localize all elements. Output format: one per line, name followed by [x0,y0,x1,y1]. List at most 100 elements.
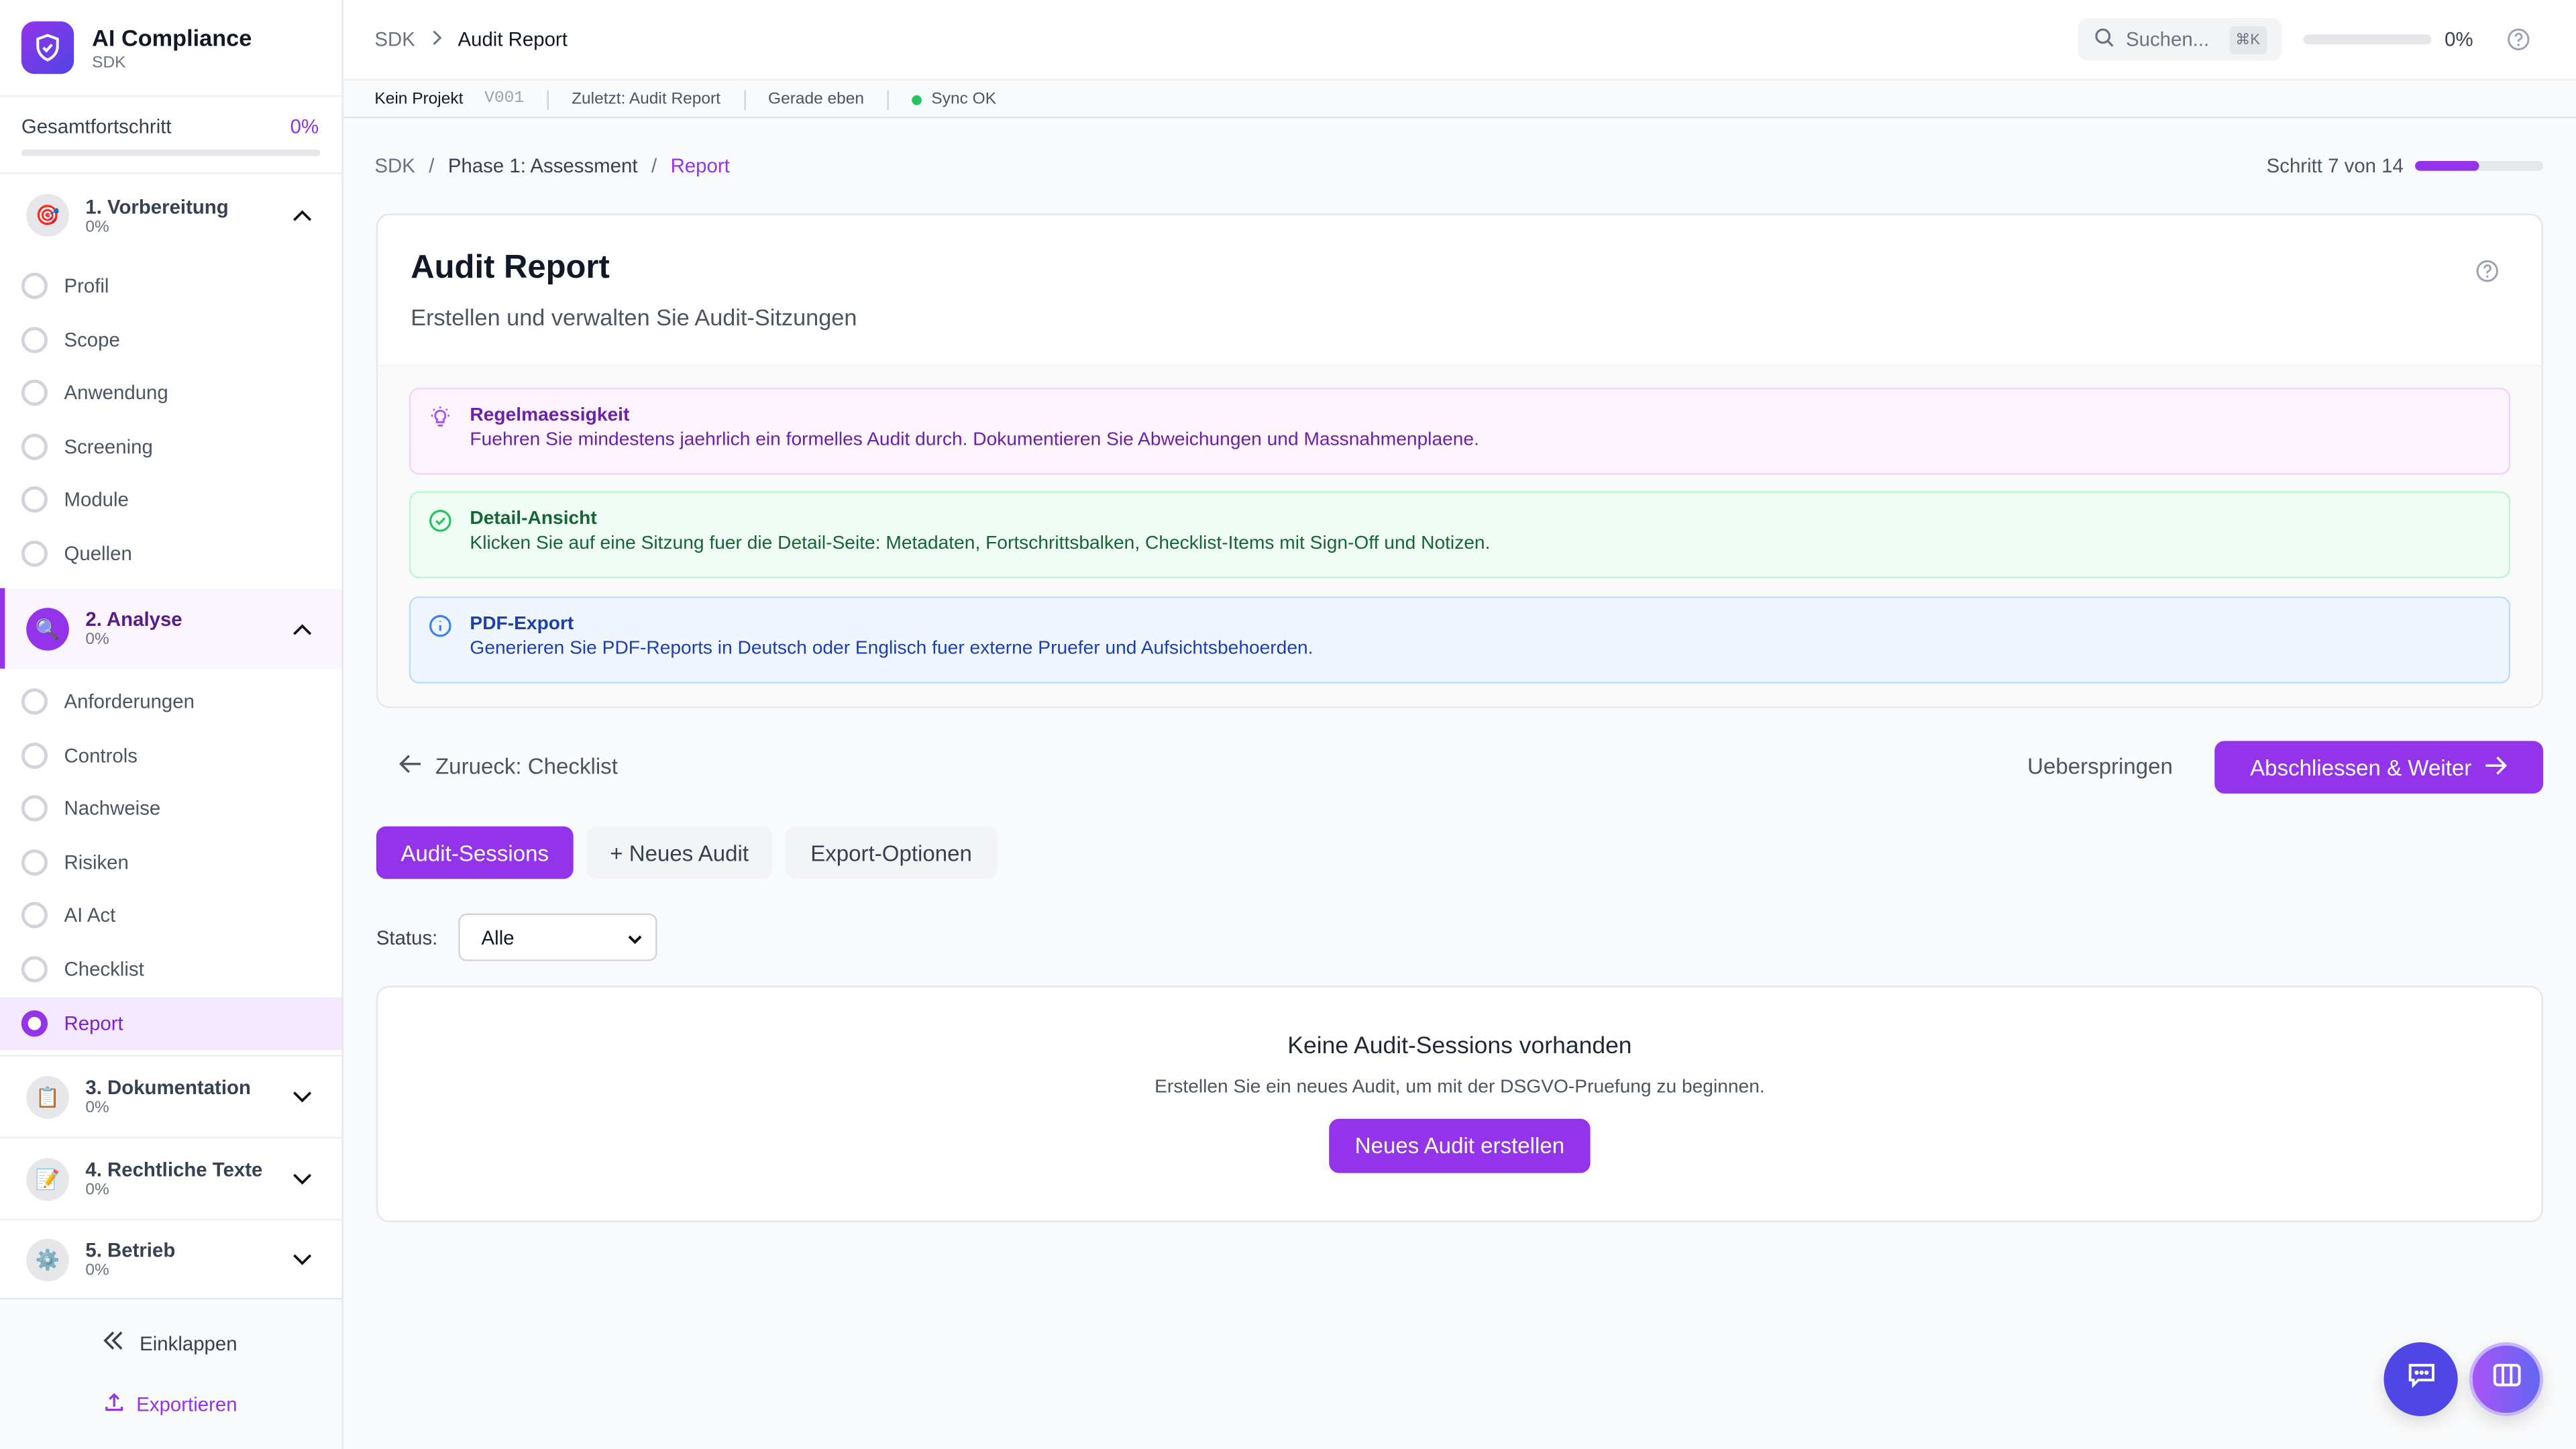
tab-new-audit[interactable]: + Neues Audit [586,826,773,879]
collapse-button[interactable]: Einklappen [102,1331,237,1356]
arrow-right-icon [2485,755,2508,780]
export-button[interactable]: Exportieren [103,1391,237,1417]
tab-audit-sessions[interactable]: Audit-Sessions [376,826,574,879]
breadcrumb-sdk[interactable]: SDK [374,28,415,51]
sidebar-item-ai-act[interactable]: AI Act [0,890,341,942]
sidebar-item-label: Profil [64,274,109,298]
tip-title: PDF-Export [470,614,574,635]
sidebar-item-label: Risiken [64,851,129,874]
info-icon [429,614,451,643]
chevrons-left-icon [102,1331,125,1356]
status-filter-label: Status: [376,926,438,950]
help-icon[interactable] [2507,28,2530,60]
tip-title: Detail-Ansicht [470,509,597,529]
tip-text: Fuehren Sie mindestens jaehrlich ein for… [470,430,1479,451]
sidebar-item-label: Module [64,488,129,512]
status-filter-value: Alle [481,926,515,949]
chevron-up-icon [286,614,319,643]
chevron-down-icon [286,1244,319,1274]
top-progress-bar [2303,34,2432,45]
status-filter-select[interactable]: Alle [458,913,657,961]
sidebar-item-report[interactable]: Report [0,996,342,1049]
back-button[interactable]: Zurueck: Checklist [399,754,618,779]
overall-progress-bar [21,149,321,156]
sidebar-item-scope[interactable]: Scope [0,313,341,366]
sidebar-group-vorbereitung[interactable]: 🎯 1. Vorbereitung 0% [0,180,341,250]
step-status-icon [21,380,48,407]
layout-panel-button[interactable] [2469,1342,2544,1417]
clipboard-icon: 📋 [26,1075,69,1118]
gear-icon: ⚙️ [26,1238,69,1281]
chevron-up-icon [286,201,319,230]
page-breadcrumb: SDK / Phase 1: Assessment / Report [374,154,730,178]
search-placeholder: Suchen... [2126,28,2210,51]
group-progress: 0% [85,217,109,236]
step-status-icon [21,795,48,822]
sidebar-item-label: Checklist [64,957,144,981]
pencil-icon: 📝 [26,1157,69,1200]
sidebar-item-module[interactable]: Module [0,474,341,526]
tab-export-options[interactable]: Export-Optionen [785,826,998,879]
sidebar-group-betrieb[interactable]: ⚙️ 5. Betrieb 0% [0,1221,341,1298]
lightbulb-icon [429,406,451,434]
overall-progress-value: 0% [290,115,319,138]
chevron-down-icon [286,1164,319,1193]
group-title: 5. Betrieb [85,1238,176,1262]
sidebar-item-anforderungen[interactable]: Anforderungen [0,676,341,728]
step-status-icon [21,1010,48,1036]
step-status-icon [21,326,48,353]
sidebar-item-profil[interactable]: Profil [0,260,341,312]
group-title: 3. Dokumentation [85,1076,251,1099]
sidebar-group-analyse[interactable]: 🔍 2. Analyse 0% [0,588,342,669]
tip-pdf-export: PDF-Export Generieren Sie PDF-Reports in… [409,596,2511,684]
page-subtitle: Erstellen und verwalten Sie Audit-Sitzun… [411,304,857,331]
sidebar-item-screening[interactable]: Screening [0,420,341,472]
step-status-icon [21,540,48,567]
step-status-icon [21,688,48,715]
sidebar-group-rechtliche-texte[interactable]: 📝 4. Rechtliche Texte 0% [0,1138,342,1221]
sidebar-item-label: Nachweise [64,797,161,820]
sidebar-group-dokumentation[interactable]: 📋 3. Dokumentation 0% [0,1057,342,1139]
sidebar-item-controls[interactable]: Controls [0,729,341,781]
group-progress: 0% [85,631,109,649]
last-edited: Zuletzt: Audit Report [572,90,721,109]
sidebar-item-nachweise[interactable]: Nachweise [0,782,341,835]
app-title: AI Compliance [92,24,252,51]
step-status-icon [21,849,48,875]
chat-icon [2406,1360,2436,1398]
group-progress: 0% [85,1261,109,1280]
sidebar-item-quellen[interactable]: Quellen [0,527,341,580]
empty-title: Keine Audit-Sessions vorhanden [1287,1033,1632,1060]
chat-button[interactable] [2383,1342,2458,1417]
sidebar-item-label: Screening [64,435,153,458]
step-status-icon [21,956,48,983]
create-audit-button[interactable]: Neues Audit erstellen [1329,1118,1591,1173]
collapse-label: Einklappen [140,1331,237,1355]
skip-button[interactable]: Ueberspringen [2027,754,2173,779]
complete-next-button[interactable]: Abschliessen & Weiter [2214,741,2544,794]
sidebar-item-label: Anwendung [64,381,168,405]
step-status-icon [21,741,48,769]
step-progress-bar [2415,161,2544,171]
tip-regelmaessigkeit: Regelmaessigkeit Fuehren Sie mindestens … [409,387,2511,475]
sync-status: Sync OK [931,90,997,109]
crumb-sdk[interactable]: SDK [374,154,415,178]
breadcrumb-current: Audit Report [458,28,568,51]
app-subtitle: SDK [92,54,126,72]
tip-detail-ansicht: Detail-Ansicht Klicken Sie auf eine Sitz… [409,491,2511,579]
step-status-icon [21,272,48,299]
arrow-left-icon [399,754,422,779]
top-progress-value: 0% [2445,28,2473,51]
sidebar-item-label: Scope [64,327,120,352]
sidebar-item-risiken[interactable]: Risiken [0,836,341,888]
search-shortcut: ⌘K [2229,25,2267,54]
help-icon[interactable] [2476,260,2499,291]
sidebar-item-checklist[interactable]: Checklist [0,943,341,996]
step-status-icon [21,433,48,460]
project-name: Kein Projekt [374,90,464,109]
tip-text: Generieren Sie PDF-Reports in Deutsch od… [470,639,1313,659]
search-input[interactable]: Suchen... ⌘K [2078,17,2282,61]
sidebar-item-anwendung[interactable]: Anwendung [0,367,341,419]
crumb-phase[interactable]: Phase 1: Assessment [447,154,638,178]
chevron-down-icon [628,926,643,949]
